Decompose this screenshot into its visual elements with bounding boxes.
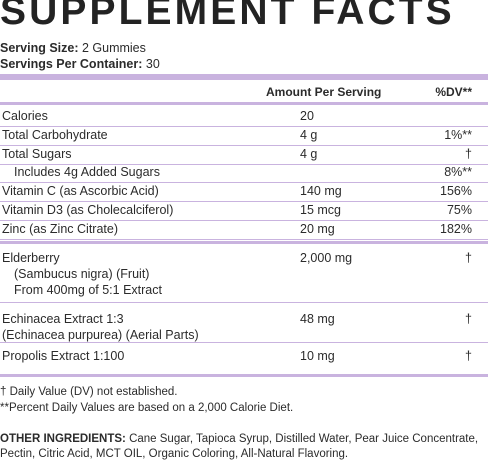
- serving-size-label: Serving Size:: [0, 41, 79, 55]
- herbal-amount: 10 mg: [300, 349, 335, 363]
- servings-value: 30: [145, 57, 160, 71]
- other-ingredients-text: Cane Sugar, Tapioca Syrup, Distilled Wat…: [0, 433, 479, 460]
- amount-per-serving-header: Amount Per Serving: [266, 85, 382, 99]
- row-divider: [0, 201, 488, 202]
- serving-size: Serving Size: 2 Gummies: [0, 40, 146, 56]
- section-divider: [0, 241, 488, 244]
- herbal-dv: †: [465, 251, 472, 265]
- herbal-name-line: Elderberry: [2, 251, 60, 265]
- nutrient-amount: 20 mg: [300, 222, 335, 236]
- herbal-dv: †: [465, 312, 472, 326]
- herbal-name-line: (Echinacea purpurea) (Aerial Parts): [2, 328, 199, 342]
- herbal-name-line: (Sambucus nigra) (Fruit): [14, 267, 150, 281]
- nutrient-name: Includes 4g Added Sugars: [14, 165, 160, 179]
- dv-header: %DV**: [435, 85, 472, 99]
- row-divider: [0, 302, 488, 303]
- bottom-divider: [0, 374, 488, 377]
- herbal-name-line: Echinacea Extract 1:3: [2, 312, 124, 326]
- serving-size-value: 2 Gummies: [81, 41, 146, 55]
- nutrient-name: Calories: [2, 109, 48, 123]
- row-divider: [0, 126, 488, 127]
- nutrient-amount: 140 mg: [300, 184, 342, 198]
- nutrient-dv: 1%**: [444, 128, 472, 142]
- header-divider: [0, 102, 488, 105]
- row-divider: [0, 164, 488, 165]
- row-divider: [0, 342, 488, 343]
- row-divider: [0, 239, 488, 240]
- panel-title: SUPPLEMENT FACTS: [0, 0, 455, 33]
- nutrient-name: Total Sugars: [2, 147, 72, 161]
- herbal-amount: 2,000 mg: [300, 251, 353, 265]
- herbal-dv: †: [465, 349, 472, 363]
- nutrient-dv: †: [465, 147, 472, 161]
- nutrient-name: Vitamin D3 (as Cholecalciferol): [2, 203, 174, 217]
- footnote-percent: **Percent Daily Values are based on a 2,…: [0, 402, 294, 414]
- herbal-name-line: Propolis Extract 1:100: [2, 349, 125, 363]
- herbal-name-line: From 400mg of 5:1 Extract: [14, 283, 162, 297]
- nutrient-amount: 4 g: [300, 128, 318, 142]
- footnote-dagger: † Daily Value (DV) not established.: [0, 386, 178, 398]
- herbal-amount: 48 mg: [300, 312, 335, 326]
- top-divider-bar: [0, 74, 488, 80]
- servings-label: Servings Per Container:: [0, 57, 143, 71]
- nutrient-name: Vitamin C (as Ascorbic Acid): [2, 184, 159, 198]
- nutrient-name: Total Carbohydrate: [2, 128, 108, 142]
- nutrient-dv: 182%: [440, 222, 472, 236]
- row-divider: [0, 145, 488, 146]
- nutrient-name: Zinc (as Zinc Citrate): [2, 222, 118, 236]
- other-ingredients-label: OTHER INGREDIENTS:: [0, 433, 126, 445]
- nutrient-dv: 8%**: [444, 165, 472, 179]
- nutrient-dv: 156%: [440, 184, 472, 198]
- other-ingredients: OTHER INGREDIENTS: Cane Sugar, Tapioca S…: [0, 432, 486, 462]
- servings-per-container: Servings Per Container: 30: [0, 56, 160, 72]
- nutrient-amount: 15 mcg: [300, 203, 341, 217]
- nutrient-amount: 4 g: [300, 147, 318, 161]
- row-divider: [0, 220, 488, 221]
- nutrient-amount: 20: [300, 109, 314, 123]
- nutrient-dv: 75%: [446, 203, 472, 217]
- row-divider: [0, 182, 488, 183]
